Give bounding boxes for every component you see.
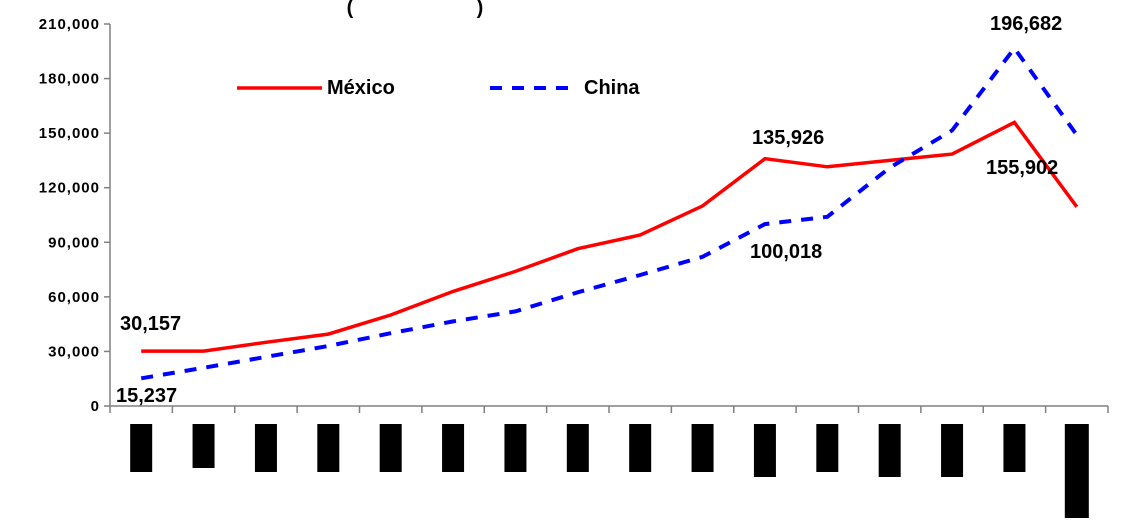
- category-mark: [192, 424, 215, 468]
- y-tick-label: 150,000: [39, 125, 100, 142]
- series-line-mexico: [141, 120, 1079, 353]
- category-mark: [442, 424, 465, 472]
- category-mark: [1064, 424, 1089, 518]
- series-layer: [140, 44, 1079, 381]
- category-mark: [130, 424, 153, 472]
- category-mark: [941, 424, 964, 477]
- data-label: 135,926: [752, 127, 824, 149]
- category-mark: [753, 424, 776, 477]
- category-mark: [1003, 424, 1026, 472]
- y-tick-label: 180,000: [39, 71, 100, 88]
- y-tick-label: 120,000: [39, 180, 100, 197]
- data-label: 155,902: [986, 157, 1058, 179]
- category-mark: [379, 424, 402, 472]
- category-mark: [317, 424, 340, 472]
- x-axis: [109, 405, 1109, 413]
- data-label: 30,157: [120, 313, 181, 335]
- category-mark: [566, 424, 589, 472]
- legend: México China: [237, 77, 640, 99]
- legend-label-mexico: México: [327, 77, 395, 99]
- category-marks: [130, 424, 1089, 518]
- category-mark: [629, 424, 652, 472]
- y-axis: 0 30,000 60,000 90,000 120,000 150,000 180,000…: [39, 16, 111, 415]
- category-mark: [878, 424, 901, 477]
- y-tick-label: 30,000: [48, 343, 100, 360]
- category-mark: [254, 424, 277, 472]
- legend-label-china: China: [584, 77, 640, 99]
- data-label: 100,018: [750, 241, 822, 263]
- chart-title-right: ): [477, 0, 484, 19]
- data-label: 196,682: [990, 13, 1062, 35]
- category-mark: [816, 424, 839, 472]
- data-labels: 30,157 15,237 135,926 100,018 196,682 155,902: [116, 13, 1062, 407]
- y-tick-label: 90,000: [48, 234, 100, 251]
- series-line-china: [140, 44, 1079, 381]
- y-tick-label: 0: [91, 398, 100, 415]
- y-tick-label: 210,000: [39, 16, 100, 33]
- chart-title-left: (: [347, 0, 354, 19]
- category-mark: [504, 424, 527, 472]
- category-mark: [691, 424, 714, 472]
- data-label: 15,237: [116, 385, 177, 407]
- y-tick-label: 60,000: [48, 289, 100, 306]
